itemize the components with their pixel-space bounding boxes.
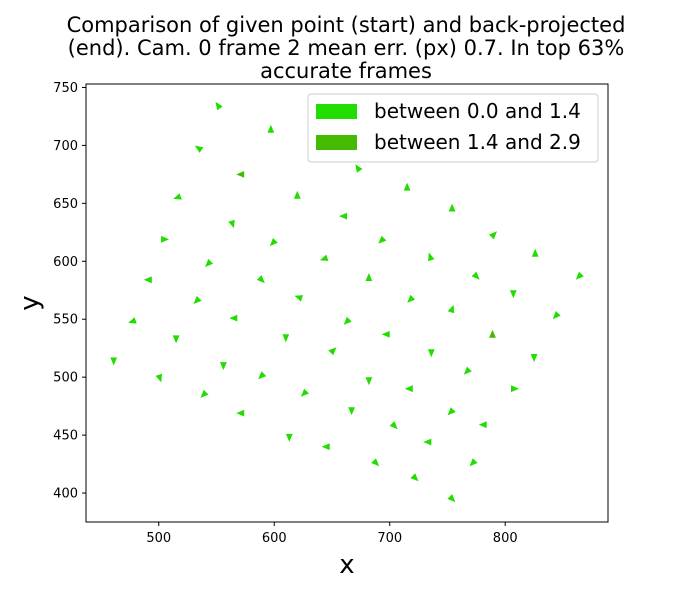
arrow-marker [256, 275, 265, 284]
arrow-marker [267, 124, 275, 133]
arrow-marker [381, 330, 390, 338]
y-tick-label: 450 [53, 429, 78, 444]
arrow-marker [509, 290, 517, 299]
arrow-marker [155, 373, 162, 383]
arrow-marker [371, 458, 380, 467]
arrow-marker [575, 271, 584, 280]
y-tick-label: 650 [53, 197, 78, 212]
arrow-marker [423, 438, 432, 446]
arrow-marker [220, 362, 227, 371]
arrow-marker [200, 389, 209, 398]
arrow-marker [269, 238, 278, 247]
arrow-marker [511, 385, 519, 393]
arrow-marker [229, 314, 238, 322]
y-tick-label: 400 [53, 487, 78, 502]
arrow-marker [194, 145, 204, 153]
arrow-marker [282, 334, 290, 343]
arrow-marker [110, 357, 118, 366]
arrow-marker [328, 347, 337, 356]
x-tick-label: 600 [262, 531, 287, 546]
chart-title: Comparison of given point (start) and ba… [67, 13, 626, 83]
y-axis-ticks: 400 450 500 550 600 650 700 750 [53, 81, 86, 502]
arrow-marker [530, 354, 538, 362]
arrow-marker [143, 276, 152, 284]
arrow-marker [228, 219, 235, 229]
chart-title-line-3: accurate frames [260, 59, 432, 83]
arrow-marker [378, 235, 387, 244]
arrow-marker [389, 421, 398, 430]
chart-title-line-1: Comparison of given point (start) and ba… [67, 13, 626, 37]
arrow-marker [489, 231, 497, 240]
y-tick-label: 600 [53, 255, 78, 270]
arrow-marker [173, 193, 182, 200]
arrow-marker [448, 203, 456, 212]
arrow-marker [471, 271, 480, 280]
arrow-marker [128, 317, 137, 324]
arrow-marker [236, 171, 245, 178]
arrow-marker [403, 182, 411, 191]
arrow-marker [407, 294, 416, 303]
y-tick-label: 750 [53, 81, 78, 96]
arrow-marker [552, 311, 561, 320]
arrow-marker [447, 494, 456, 503]
arrow-marker [469, 458, 478, 467]
x-tick-label: 500 [146, 531, 171, 546]
arrow-marker [478, 421, 487, 429]
arrow-marker [193, 296, 202, 304]
legend-swatch-low [316, 104, 357, 119]
x-tick-label: 800 [493, 531, 518, 546]
legend-swatch-high [316, 135, 357, 150]
arrow-marker [285, 433, 293, 442]
arrow-marker [404, 385, 413, 393]
arrow-marker [258, 371, 267, 380]
arrow-marker [236, 409, 245, 417]
arrow-marker [348, 407, 355, 416]
arrow-marker [319, 254, 329, 261]
y-tick-label: 500 [53, 371, 78, 386]
y-tick-label: 700 [53, 139, 78, 154]
arrow-marker [172, 335, 180, 344]
arrow-marker [339, 212, 347, 220]
x-axis-ticks: 500 600 700 800 [146, 522, 518, 546]
arrow-series [110, 101, 584, 503]
arrow-marker [463, 366, 472, 375]
x-axis-label: x [339, 550, 354, 580]
arrow-marker [489, 329, 496, 338]
arrow-marker [215, 101, 223, 111]
arrow-marker [343, 316, 352, 325]
arrow-marker [365, 377, 373, 386]
legend: between 0.0 and 1.4 between 1.4 and 2.9 [307, 93, 599, 163]
legend-frame [307, 93, 599, 163]
arrow-marker [447, 304, 455, 314]
arrow-marker [161, 235, 170, 243]
arrow-marker [447, 407, 456, 416]
arrow-marker [531, 248, 539, 257]
legend-label-low: between 0.0 and 1.4 [374, 99, 581, 123]
arrow-marker [365, 273, 373, 281]
arrow-marker [293, 190, 301, 199]
arrow-marker [321, 443, 330, 451]
arrow-marker [427, 349, 435, 358]
y-axis-label: y [15, 295, 45, 310]
arrow-marker [205, 258, 214, 267]
legend-label-high: between 1.4 and 2.9 [374, 130, 581, 154]
chart-title-line-2: (end). Cam. 0 frame 2 mean err. (px) 0.7… [68, 36, 625, 60]
x-tick-label: 700 [377, 531, 402, 546]
y-tick-label: 550 [53, 313, 78, 328]
arrow-marker [355, 164, 363, 173]
arrow-marker [300, 388, 309, 397]
arrow-marker [294, 295, 303, 302]
arrow-marker [428, 252, 435, 262]
arrow-marker [410, 473, 419, 482]
